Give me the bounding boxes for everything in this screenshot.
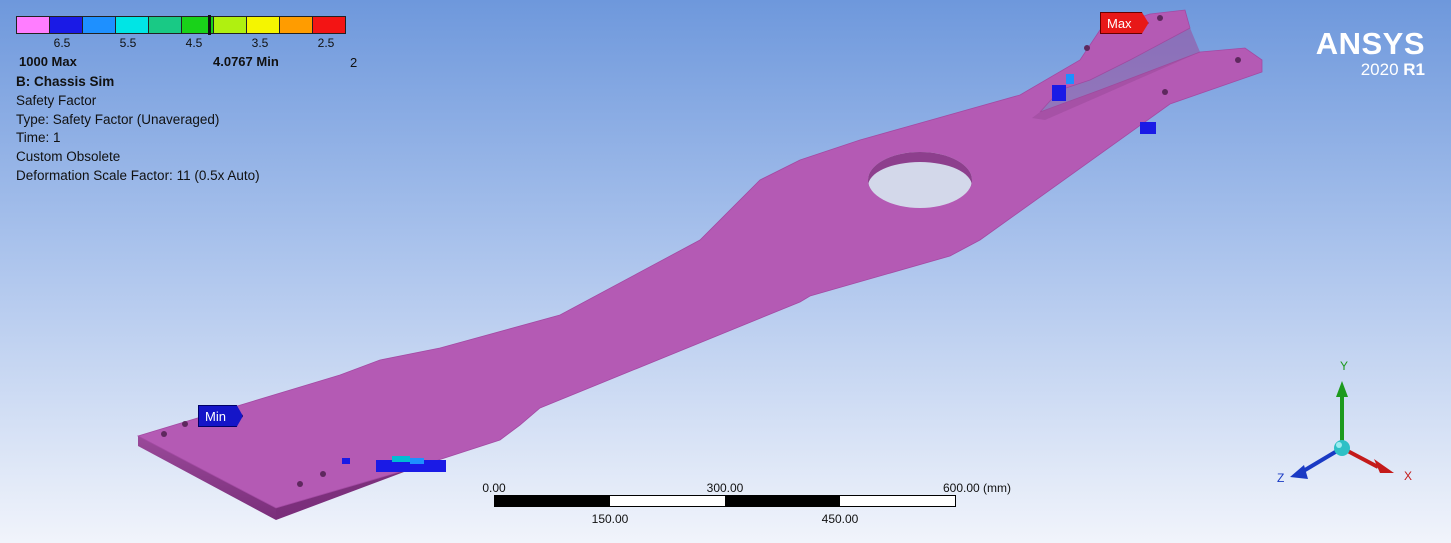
ansys-logo: ANSYS 2020 R1 xyxy=(1316,28,1425,80)
result-info-line: Type: Safety Factor (Unaveraged) xyxy=(16,111,220,127)
legend-swatch xyxy=(148,17,182,33)
legend-max-label: 1000 Max xyxy=(19,54,77,69)
part-side-face xyxy=(138,436,276,520)
fork-slot xyxy=(1032,28,1200,120)
result-info-line: Custom Obsolete xyxy=(16,149,121,165)
axis-triad[interactable]: Y X Z xyxy=(1270,355,1430,495)
legend-swatch xyxy=(82,17,116,33)
triad-y-label: Y xyxy=(1340,359,1349,373)
scale-label: 150.00 xyxy=(591,512,629,526)
stress-hotspots xyxy=(342,74,1156,472)
legend-swatch xyxy=(49,17,83,33)
legend-swatch xyxy=(313,17,346,33)
legend-swatch xyxy=(17,17,50,33)
min-probe-label[interactable]: Min xyxy=(198,405,243,427)
legend-tick: 6.5 xyxy=(53,36,71,50)
mounting-holes xyxy=(161,15,1241,487)
triad-x-label: X xyxy=(1404,469,1413,483)
triad-graphic xyxy=(1290,381,1394,479)
result-title: B: Chassis Sim xyxy=(16,74,115,89)
center-hole xyxy=(868,152,972,208)
center-hole-wall xyxy=(868,152,972,186)
result-info-line: Safety Factor xyxy=(16,92,97,108)
scale-label: 600.00 (mm) xyxy=(942,481,1012,495)
legend-color-bar xyxy=(16,16,346,34)
result-info-line: Deformation Scale Factor: 11 (0.5x Auto) xyxy=(16,167,260,183)
legend-tick: 5.5 xyxy=(119,36,137,50)
legend-tick: 4.5 xyxy=(185,36,203,50)
legend-tick: 2.5 xyxy=(317,36,335,50)
legend-min-marker xyxy=(208,15,211,35)
scale-label: 450.00 xyxy=(821,512,859,526)
legend-swatch xyxy=(181,17,215,33)
brand-name: ANSYS xyxy=(1315,26,1425,61)
scale-label: 0.00 xyxy=(482,481,506,495)
legend-swatch xyxy=(115,17,149,33)
scale-bar xyxy=(494,495,956,507)
legend-end-label: 2 xyxy=(350,55,358,70)
brand-version: 2020 R1 xyxy=(1360,60,1425,79)
result-info: B: Chassis Sim Safety Factor Type: Safet… xyxy=(16,73,260,186)
legend-swatch xyxy=(247,17,281,33)
legend-min-label: 4.0767 Min xyxy=(213,54,279,69)
triad-z-label: Z xyxy=(1277,471,1285,485)
legend-swatch xyxy=(280,17,314,33)
legend-tick: 3.5 xyxy=(251,36,269,50)
max-probe-label[interactable]: Max xyxy=(1100,12,1149,34)
scale-label: 300.00 xyxy=(706,481,744,495)
legend-swatch xyxy=(214,17,248,33)
result-info-line: Time: 1 xyxy=(16,130,61,146)
